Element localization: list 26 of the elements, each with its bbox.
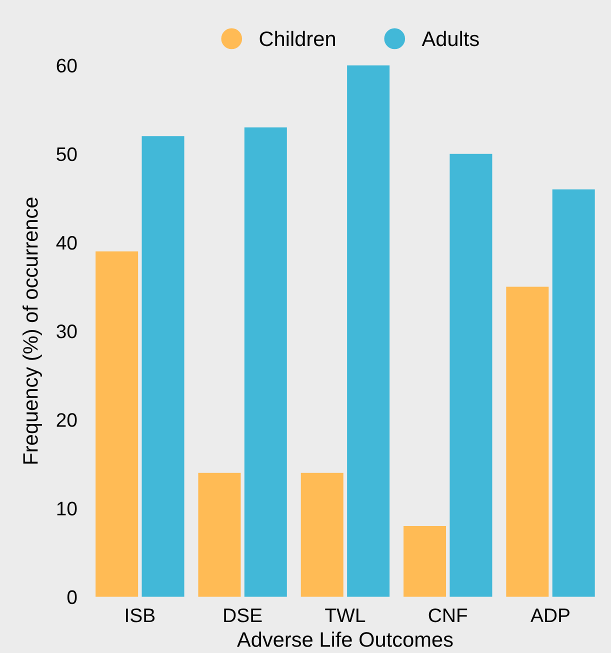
bar (244, 127, 287, 597)
bar (96, 251, 138, 597)
legend-label: Adults (422, 30, 479, 46)
x-tick-label: DSE (224, 608, 262, 622)
y-tick-label: 60 (56, 58, 77, 73)
x-tick-label: ISB (126, 608, 155, 622)
bar (347, 65, 390, 597)
y-tick-label: 0 (67, 590, 77, 604)
y-tick-label: 20 (56, 413, 77, 427)
y-tick-label: 40 (56, 236, 77, 250)
y-tick-label: 10 (57, 502, 77, 516)
legend-label: Children (260, 30, 335, 46)
x-axis-title: Adverse Life Outcomes (236, 632, 453, 647)
bar (198, 472, 241, 597)
x-tick-label: TWL (325, 608, 366, 622)
y-axis-title: Frequency (%) of occurrence (22, 198, 42, 464)
bar (552, 189, 595, 597)
bar (450, 154, 492, 597)
x-tick-label: ADP (530, 608, 570, 622)
x-tick-label: CNF (428, 608, 468, 622)
y-tick-label: 30 (56, 324, 77, 338)
y-tick-label: 50 (56, 147, 77, 162)
bar (300, 472, 344, 597)
bar (506, 286, 549, 597)
bar (142, 136, 184, 597)
bar (404, 526, 446, 597)
